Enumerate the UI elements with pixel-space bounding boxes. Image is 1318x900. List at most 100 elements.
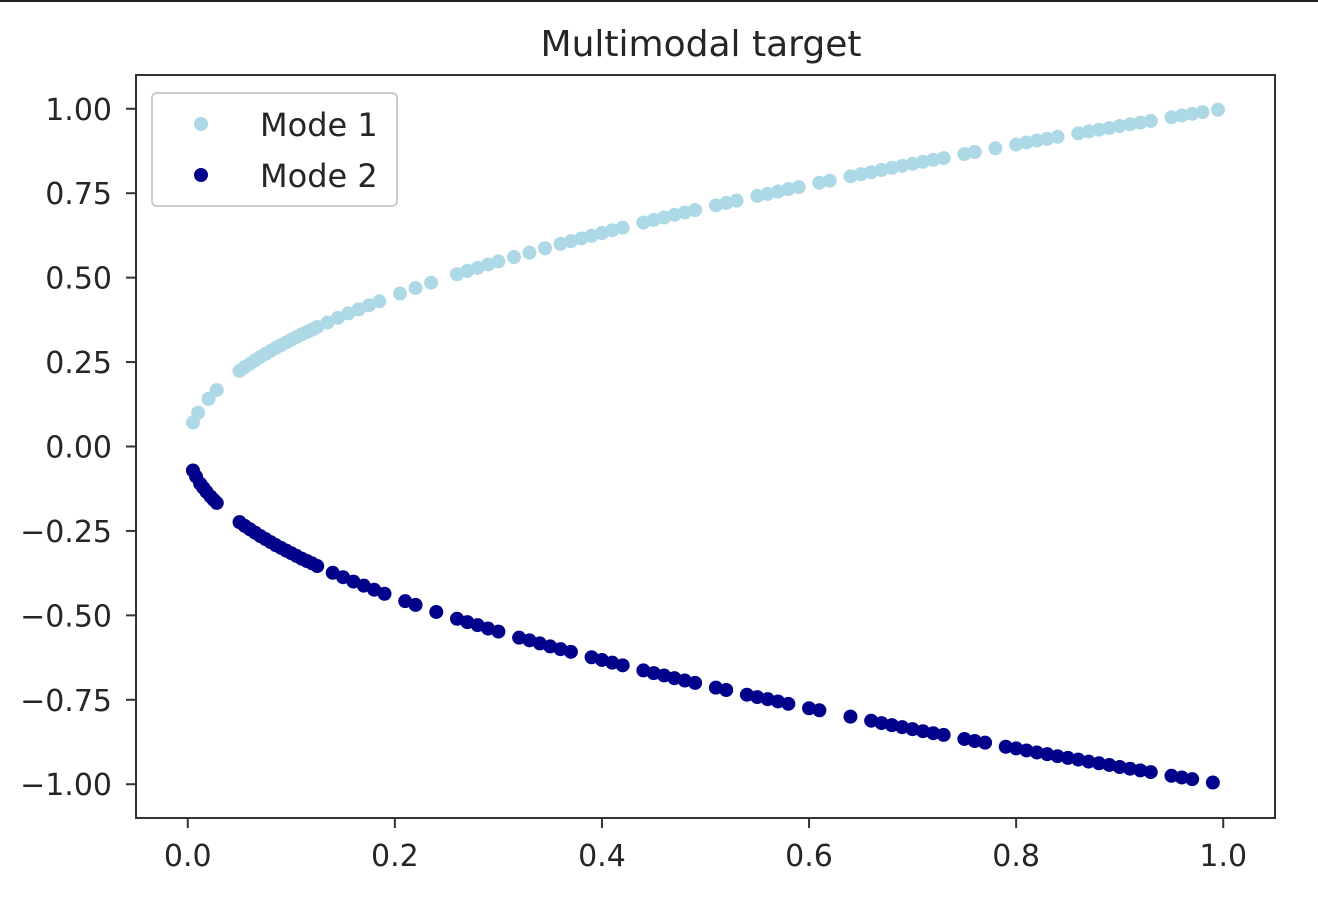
data-point [393, 286, 408, 301]
data-point [1050, 749, 1065, 764]
y-tick-label: −1.00 [20, 768, 112, 803]
data-point [1133, 115, 1148, 130]
x-tick-label: 0.8 [992, 839, 1040, 874]
data-point [377, 586, 392, 601]
series-1 [185, 102, 1226, 430]
data-point [688, 203, 703, 218]
data-point [1081, 754, 1096, 769]
data-point [967, 733, 982, 748]
data-point [926, 152, 941, 167]
x-tick-label: 0.4 [578, 839, 626, 874]
data-point [201, 391, 216, 406]
data-point [408, 597, 423, 612]
y-tick-label: −0.25 [20, 515, 112, 550]
data-point [843, 169, 858, 184]
data-point [926, 726, 941, 741]
data-point [915, 724, 930, 739]
data-point [563, 644, 578, 659]
data-point [1040, 747, 1055, 762]
data-point [729, 193, 744, 208]
data-point [884, 718, 899, 733]
data-point [310, 559, 325, 574]
data-point [1091, 756, 1106, 771]
legend-box [151, 92, 398, 207]
data-point [1174, 770, 1189, 785]
data-point [812, 703, 827, 718]
data-point [1071, 752, 1086, 767]
data-point [191, 405, 206, 420]
data-point [895, 720, 910, 735]
data-point [1102, 757, 1117, 772]
data-point [1029, 745, 1044, 760]
data-point [408, 281, 423, 296]
data-point [895, 158, 910, 173]
data-point [1019, 135, 1034, 150]
data-point [750, 188, 765, 203]
y-tick-label: 0.75 [45, 177, 112, 212]
y-tick-label: 0.50 [45, 262, 112, 297]
y-tick-label: 0.25 [45, 346, 112, 381]
data-point [1205, 775, 1220, 790]
data-point [915, 154, 930, 169]
data-point [1112, 118, 1127, 133]
y-tick-label: 0.00 [45, 431, 112, 466]
y-tick-label: 1.00 [45, 93, 112, 128]
y-tick-label: −0.50 [20, 599, 112, 634]
data-point [978, 735, 993, 750]
data-point [209, 495, 224, 510]
data-point [1029, 133, 1044, 148]
data-point [522, 245, 537, 260]
x-tick-label: 0.6 [785, 839, 833, 874]
top-border-line [0, 0, 1318, 2]
data-point [750, 690, 765, 705]
data-point [1009, 741, 1024, 756]
data-point [1143, 113, 1158, 128]
data-point [1071, 126, 1086, 141]
chart-title: Multimodal target [541, 24, 862, 65]
data-point [1185, 106, 1200, 121]
x-tick-label: 0.0 [164, 839, 212, 874]
data-point [1081, 124, 1096, 139]
data-point [719, 683, 734, 698]
data-point [688, 675, 703, 690]
data-point [1091, 122, 1106, 137]
data-point [957, 731, 972, 746]
data-point [1164, 110, 1179, 125]
data-point [874, 162, 889, 177]
legend-label: Mode 1 [260, 106, 378, 144]
data-point [1123, 117, 1138, 132]
data-point [538, 241, 553, 256]
data-point [1040, 131, 1055, 146]
data-point [936, 151, 951, 166]
data-point [1060, 750, 1075, 765]
data-point [429, 604, 444, 619]
data-point [957, 147, 972, 162]
data-point [1185, 772, 1200, 787]
data-point [615, 220, 630, 235]
axes: 0.0 0.2 0.4 0.6 0.8 1.0 1.00 0.75 0.50 0.25 0.00 −0… [20, 74, 1276, 874]
data-point [853, 167, 868, 182]
series-2 [185, 463, 1220, 790]
legend-marker [194, 168, 208, 182]
data-point [1123, 761, 1138, 776]
data-point [1211, 102, 1226, 117]
data-point [988, 141, 1003, 156]
data-point [491, 254, 506, 269]
data-point [781, 182, 796, 197]
data-point [802, 701, 817, 716]
data-point [372, 294, 387, 309]
data-point [791, 180, 806, 195]
data-point [1143, 765, 1158, 780]
data-point [1112, 760, 1127, 775]
data-point [506, 250, 521, 265]
data-point [874, 716, 889, 731]
data-point [1050, 129, 1065, 144]
x-tick-label: 1.0 [1199, 839, 1247, 874]
legend-label: Mode 2 [260, 157, 378, 195]
data-point [209, 383, 224, 398]
data-point [491, 624, 506, 639]
data-point [1195, 105, 1210, 120]
data-point [812, 175, 827, 190]
data-point [822, 173, 837, 188]
